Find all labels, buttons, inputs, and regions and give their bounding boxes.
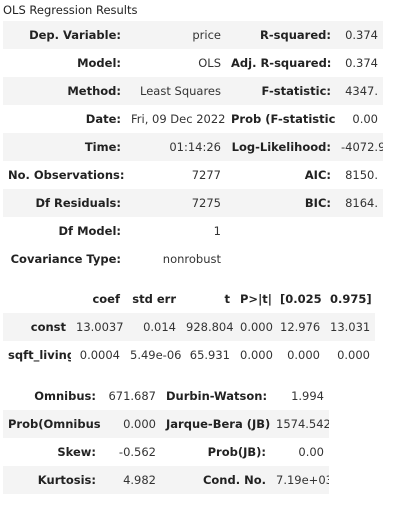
column-header: P>|t| [235,285,275,313]
summary-value: OLS [126,49,226,77]
ci-upper-value: 13.031 [325,313,375,341]
summary-label: Df Model: [3,217,126,245]
diagnostic-value: 1.994 [271,382,329,410]
summary-value: 7275 [126,189,226,217]
column-header: 0.975] [325,285,375,313]
summary-label: Df Residuals: [3,189,126,217]
summary-value: 01:14:26 [126,133,226,161]
std-err-value: 5.49e-06 [125,341,181,369]
summary-value [336,217,383,245]
summary-label [226,217,336,245]
diagnostic-value: 7.19e+03 [271,466,329,494]
ci-upper-value: 0.000 [325,341,375,369]
table-row: const 13.0037 0.014 928.804 0.000 12.976… [3,313,375,341]
coefficients-table: coef std err t P>|t| [0.025 0.975] const… [3,285,375,369]
table-row: Prob(Omnibus): 0.000 Jarque-Bera (JB): 1… [3,410,329,438]
summary-label: Prob (F-statistic): [226,105,336,133]
summary-value: 8164. [336,189,383,217]
diagnostic-value: 4.982 [101,466,161,494]
table-row: Date: Fri, 09 Dec 2022 Prob (F-statistic… [3,105,383,133]
table-row: Covariance Type: nonrobust [3,245,383,273]
diagnostic-label: Durbin-Watson: [161,382,271,410]
diagnostic-value: 1574.542 [271,410,329,438]
column-header: [0.025 [275,285,325,313]
variable-name: const [3,313,71,341]
summary-label: Time: [3,133,126,161]
summary-label: R-squared: [226,21,336,49]
diagnostic-value: 0.000 [101,410,161,438]
summary-label: Log-Likelihood: [226,133,336,161]
table-caption: OLS Regression Results [3,3,138,17]
diagnostics-table: Omnibus: 671.687 Durbin-Watson: 1.994 Pr… [3,382,329,494]
summary-value [336,245,383,273]
ci-lower-value: 0.000 [275,341,325,369]
ci-lower-value: 12.976 [275,313,325,341]
t-value: 65.931 [181,341,235,369]
summary-value: nonrobust [126,245,226,273]
summary-label: Covariance Type: [3,245,126,273]
table-row: Model: OLS Adj. R-squared: 0.374 [3,49,383,77]
coef-value: 13.0037 [71,313,125,341]
summary-label: Date: [3,105,126,133]
summary-label: F-statistic: [226,77,336,105]
table-row: sqft_living 0.0004 5.49e-06 65.931 0.000… [3,341,375,369]
summary-value: 8150. [336,161,383,189]
summary-label [226,245,336,273]
diagnostic-label: Skew: [3,438,101,466]
summary-value: 0.00 [336,105,383,133]
table-row: Omnibus: 671.687 Durbin-Watson: 1.994 [3,382,329,410]
summary-label: No. Observations: [3,161,126,189]
summary-value: Least Squares [126,77,226,105]
summary-value: 0.374 [336,49,383,77]
diagnostic-value: -0.562 [101,438,161,466]
summary-value: 7277 [126,161,226,189]
column-header: coef [71,285,125,313]
column-header [3,285,71,313]
summary-value: Fri, 09 Dec 2022 [126,105,226,133]
summary-value: -4072.9 [336,133,383,161]
summary-value: 0.374 [336,21,383,49]
diagnostic-value: 671.687 [101,382,161,410]
model-summary-table: Dep. Variable: price R-squared: 0.374 Mo… [3,21,383,273]
summary-label: Model: [3,49,126,77]
table-row: Dep. Variable: price R-squared: 0.374 [3,21,383,49]
table-row: Df Residuals: 7275 BIC: 8164. [3,189,383,217]
summary-value: 1 [126,217,226,245]
diagnostic-value: 0.00 [271,438,329,466]
diagnostic-label: Kurtosis: [3,466,101,494]
column-header: std err [125,285,181,313]
coef-value: 0.0004 [71,341,125,369]
diagnostic-label: Omnibus: [3,382,101,410]
summary-value: price [126,21,226,49]
summary-label: Adj. R-squared: [226,49,336,77]
summary-label: Dep. Variable: [3,21,126,49]
table-row: Method: Least Squares F-statistic: 4347. [3,77,383,105]
diagnostic-label: Cond. No. [161,466,271,494]
p-value: 0.000 [235,313,275,341]
std-err-value: 0.014 [125,313,181,341]
table-row: Df Model: 1 [3,217,383,245]
table-row: Skew: -0.562 Prob(JB): 0.00 [3,438,329,466]
summary-label: Method: [3,77,126,105]
p-value: 0.000 [235,341,275,369]
summary-label: AIC: [226,161,336,189]
variable-name: sqft_living [3,341,71,369]
t-value: 928.804 [181,313,235,341]
column-header: t [181,285,235,313]
table-row: No. Observations: 7277 AIC: 8150. [3,161,383,189]
summary-value: 4347. [336,77,383,105]
diagnostic-label: Prob(Omnibus): [3,410,101,438]
table-header-row: coef std err t P>|t| [0.025 0.975] [3,285,375,313]
summary-label: BIC: [226,189,336,217]
table-row: Kurtosis: 4.982 Cond. No. 7.19e+03 [3,466,329,494]
diagnostic-label: Prob(JB): [161,438,271,466]
table-row: Time: 01:14:26 Log-Likelihood: -4072.9 [3,133,383,161]
diagnostic-label: Jarque-Bera (JB): [161,410,271,438]
